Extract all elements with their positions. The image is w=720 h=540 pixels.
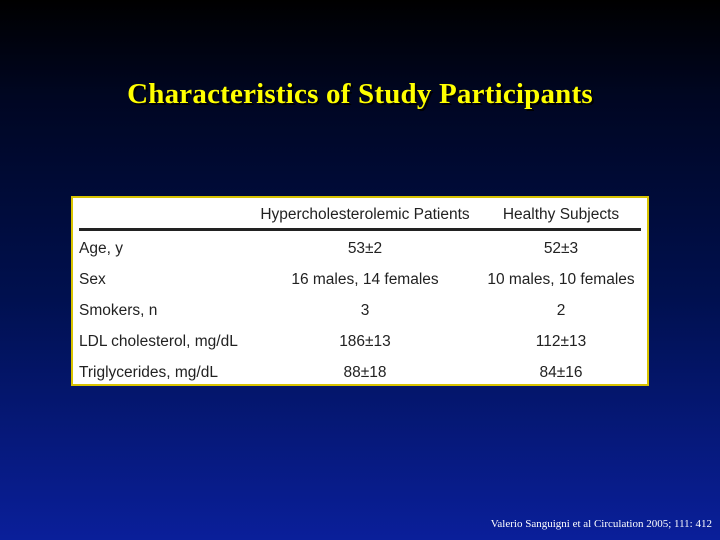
table-row: LDL cholesterol, mg/dL 186±13 112±13	[79, 326, 641, 357]
cell-value: 112±13	[535, 332, 587, 350]
table-header-row: Hypercholesterolemic Patients Healthy Su…	[79, 202, 641, 231]
cell-value: 186±13	[339, 332, 391, 350]
row-label: Sex	[79, 270, 106, 288]
row-label: Triglycerides, mg/dL	[79, 363, 218, 381]
row-label: Smokers, n	[79, 301, 158, 319]
table-row: Triglycerides, mg/dL 88±18 84±16	[79, 357, 641, 388]
table-row: Sex 16 males, 14 females 10 males, 10 fe…	[79, 264, 641, 295]
citation-text: Valerio Sanguigni et al Circulation 2005…	[490, 518, 712, 530]
participants-table: Hypercholesterolemic Patients Healthy Su…	[79, 202, 641, 388]
header-cell-healthy: Healthy Subjects	[481, 202, 641, 231]
participants-table-panel: Hypercholesterolemic Patients Healthy Su…	[71, 196, 649, 386]
header-cell-label	[79, 202, 249, 231]
cell-value: 84±16	[539, 363, 583, 381]
cell-value: 52±3	[543, 239, 579, 257]
cell-value: 10 males, 10 females	[487, 270, 635, 288]
cell-value: 88±18	[343, 363, 387, 381]
cell-value: 16 males, 14 females	[291, 270, 439, 288]
slide-title: Characteristics of Study Participants	[127, 78, 593, 110]
cell-value: 3	[360, 301, 370, 319]
table-row: Age, y 53±2 52±3	[79, 230, 641, 265]
cell-value: 2	[556, 301, 566, 319]
table-row: Smokers, n 3 2	[79, 295, 641, 326]
row-label: LDL cholesterol, mg/dL	[79, 332, 238, 350]
cell-value: 53±2	[347, 239, 383, 257]
header-cell-hypercholesterolemic: Hypercholesterolemic Patients	[249, 202, 481, 231]
row-label: Age, y	[79, 239, 123, 257]
